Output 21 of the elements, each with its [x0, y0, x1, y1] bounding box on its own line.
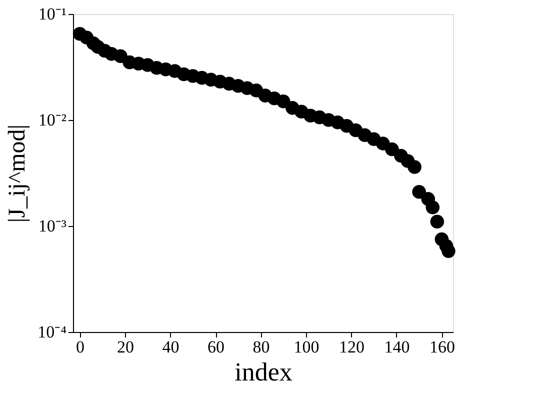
point	[442, 244, 456, 258]
point	[385, 142, 399, 156]
x-tick-label: 60	[208, 338, 224, 356]
y-tick-label: 10⁻¹	[38, 4, 66, 24]
x-tick-label: 140	[384, 338, 410, 356]
x-tick-label: 120	[338, 338, 364, 356]
x-axis-title: index	[234, 358, 292, 386]
point	[426, 200, 440, 214]
x-tick-label: 40	[162, 338, 180, 356]
y-tick-label: 10⁻²	[38, 110, 66, 130]
x-tick-label: 80	[252, 338, 270, 356]
y-axis-title: |J_ij^mod|	[4, 124, 31, 223]
point	[430, 214, 444, 228]
point	[408, 160, 422, 174]
x-tick-label: 20	[117, 338, 134, 356]
y-tick-label: 10⁻⁴	[38, 322, 67, 342]
x-tick-label: 100	[294, 338, 320, 356]
x-tick-label: 0	[76, 338, 85, 356]
x-tick-label: 160	[429, 338, 455, 356]
y-tick-label: 10⁻³	[38, 216, 66, 236]
point	[412, 184, 426, 199]
